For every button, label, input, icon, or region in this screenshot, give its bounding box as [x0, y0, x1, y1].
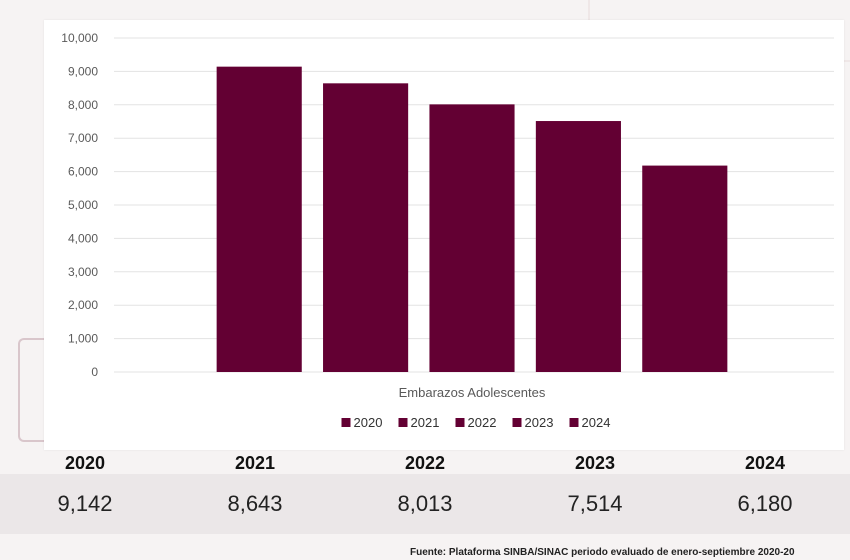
legend-label-2022: 2022 — [468, 415, 497, 430]
summary-table: 2020 2021 2022 2023 2024 9,142 8,643 8,0… — [0, 452, 850, 534]
legend-swatch-2022 — [455, 418, 465, 427]
legend-swatch-2021 — [398, 418, 408, 427]
table-header-row: 2020 2021 2022 2023 2024 — [0, 452, 850, 474]
header-cell-2023: 2023 — [574, 452, 616, 473]
y-tick-label: 2,000 — [68, 298, 98, 312]
header-cell-2021: 2021 — [234, 452, 276, 473]
y-tick-label: 4,000 — [68, 231, 98, 245]
legend-label-2021: 2021 — [411, 415, 440, 430]
chart-card: 10,000 9,000 8,000 7,000 6,000 5,000 4,000 3,00… — [44, 20, 844, 450]
bar-2021 — [323, 83, 409, 373]
legend: 2020 2021 2022 2023 2024 — [341, 415, 611, 430]
category-label: Embarazos Adolescentes — [399, 385, 546, 400]
y-tick-label: 5,000 — [68, 198, 98, 212]
y-axis-ticks: 10,000 9,000 8,000 7,000 6,000 5,000 4,000 3,00… — [61, 31, 98, 379]
table-value-row: 9,142 8,643 8,013 7,514 6,180 — [0, 474, 850, 534]
bar-chart: 10,000 9,000 8,000 7,000 6,000 5,000 4,000 3,00… — [61, 31, 834, 430]
legend-label-2024: 2024 — [582, 415, 611, 430]
y-tick-label: 10,000 — [61, 31, 98, 45]
y-tick-label: 0 — [91, 365, 98, 379]
legend-swatch-2023 — [512, 418, 522, 427]
source-footnote: Fuente: Plataforma SINBA/SINAC periodo e… — [410, 547, 795, 558]
y-tick-label: 9,000 — [68, 64, 98, 78]
header-cell-2020: 2020 — [64, 452, 106, 473]
legend-label-2023: 2023 — [525, 415, 554, 430]
y-tick-label: 7,000 — [68, 131, 98, 145]
value-cell-2022: 8,013 — [397, 491, 453, 516]
legend-swatch-2020 — [341, 418, 351, 427]
value-cell-2021: 8,643 — [227, 491, 283, 516]
emblem-seal — [18, 338, 50, 442]
bar-2023 — [535, 121, 621, 372]
legend-label-2020: 2020 — [354, 415, 383, 430]
y-tick-label: 3,000 — [68, 265, 98, 279]
y-tick-label: 6,000 — [68, 165, 98, 179]
value-cell-2020: 9,142 — [57, 491, 113, 516]
y-tick-label: 1,000 — [68, 332, 98, 346]
bar-2020 — [216, 66, 302, 372]
header-cell-2022: 2022 — [404, 452, 446, 473]
bars — [216, 66, 728, 373]
bar-2022 — [429, 104, 515, 373]
value-cell-2024: 6,180 — [737, 491, 793, 516]
legend-swatch-2024 — [569, 418, 579, 427]
y-tick-label: 8,000 — [68, 98, 98, 112]
header-cell-2024: 2024 — [744, 452, 786, 473]
bar-2024 — [642, 165, 728, 372]
value-cell-2023: 7,514 — [567, 491, 623, 516]
